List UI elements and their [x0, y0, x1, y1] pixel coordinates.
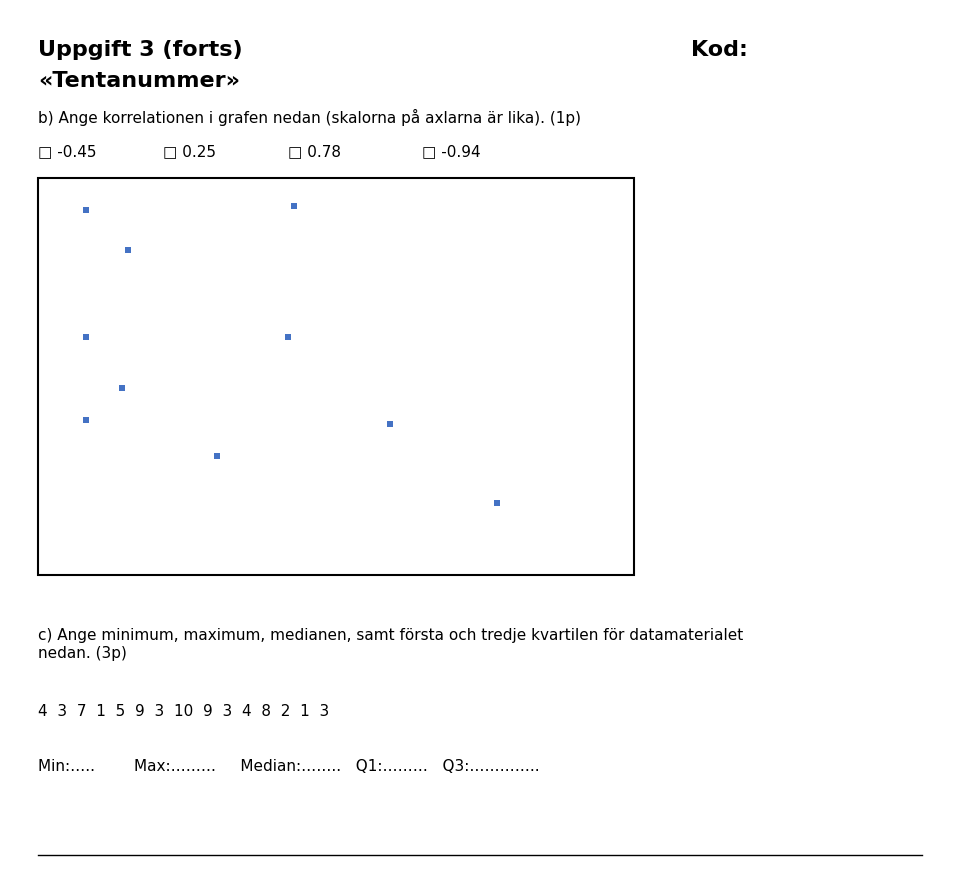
Text: 4  3  7  1  5  9  3  10  9  3  4  8  2  1  3: 4 3 7 1 5 9 3 10 9 3 4 8 2 1 3	[38, 704, 329, 719]
Text: «Tentanummer»: «Tentanummer»	[38, 71, 240, 91]
Text: □ 0.25: □ 0.25	[163, 144, 216, 159]
Bar	[38, 178, 634, 575]
Text: c) Ange minimum, maximum, medianen, samt första och tredje kvartilen för datamat: c) Ange minimum, maximum, medianen, samt…	[38, 628, 744, 660]
Text: Kod:: Kod:	[691, 40, 748, 60]
Text: b) Ange korrelationen i grafen nedan (skalorna på axlarna är lika). (1p): b) Ange korrelationen i grafen nedan (sk…	[38, 109, 582, 126]
Text: □ -0.45: □ -0.45	[38, 144, 97, 159]
Text: Uppgift 3 (forts): Uppgift 3 (forts)	[38, 40, 243, 60]
Text: □ 0.78: □ 0.78	[288, 144, 341, 159]
Text: □ -0.94: □ -0.94	[422, 144, 481, 159]
Text: Min:…..        Max:………     Median:……..   Q1:………   Q3:…………..: Min:….. Max:……… Median:…….. Q1:……… Q3:………	[38, 759, 540, 774]
